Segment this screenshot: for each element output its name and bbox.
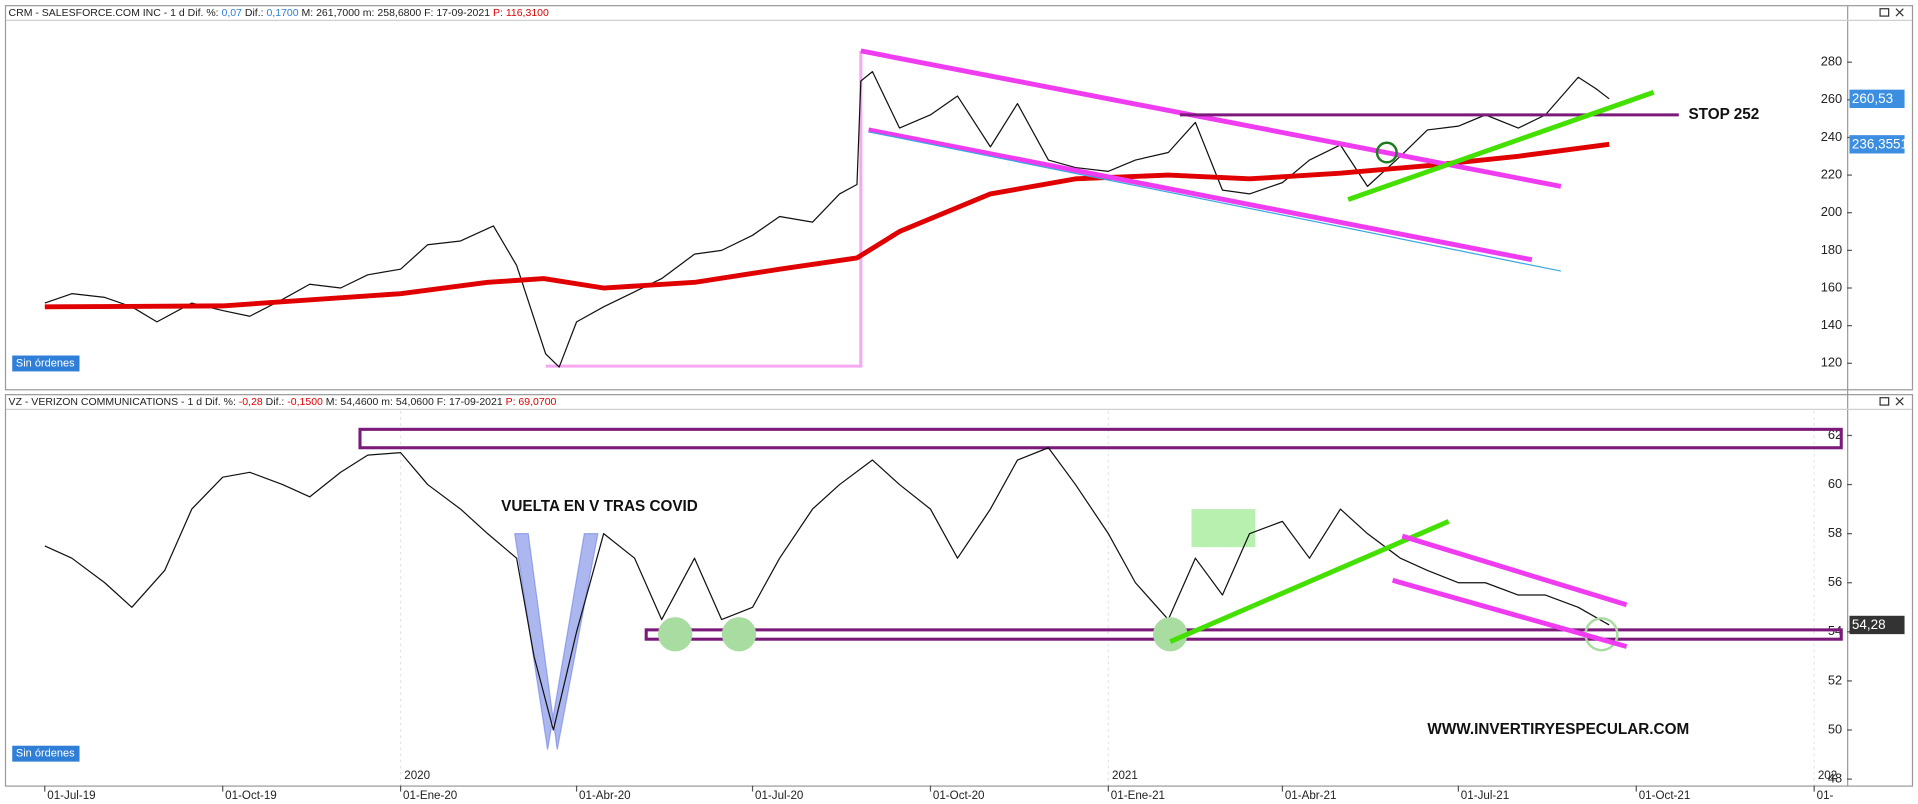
header-segment: P: 69,0700 (506, 396, 557, 408)
x-tick-label: 01-Jul-21 (1461, 789, 1509, 802)
plot-area (44, 48, 1679, 368)
pane-header: VZ - VERIZON COMMUNICATIONS - 1 d Dif. %… (9, 396, 557, 408)
header-segment: M: 261,7000 m: 258,6800 F: 17-09-2021 (299, 7, 493, 19)
trend-line (1401, 533, 1628, 608)
header-segment: M: 54,4600 m: 54,0600 F: 17-09-2021 (323, 396, 506, 408)
header-segment: 0,1700 (266, 7, 298, 19)
pane-header: CRM - SALESFORCE.COM INC - 1 d Dif. %: 0… (9, 7, 549, 19)
close-button[interactable] (1895, 8, 1904, 17)
price-label: 260,53 (1852, 91, 1893, 106)
plot-area (44, 427, 1843, 750)
y-tick-label: 280 (1821, 54, 1842, 69)
level-band (644, 628, 1843, 641)
pane-border (4, 394, 1914, 787)
x-tick-label: 01-Abr-20 (579, 789, 631, 802)
header-segment: Dif.: (263, 396, 288, 408)
y-tick-label: 48 (1828, 770, 1842, 785)
trend-line (868, 131, 1561, 272)
price-label-box (1849, 89, 1905, 108)
y-tick-label: 160 (1821, 279, 1842, 294)
y-tick-label: 56 (1828, 574, 1842, 589)
marker-circle (721, 617, 757, 652)
x-tick-label: 01-Oct-20 (933, 789, 985, 802)
maximize-button[interactable] (1879, 397, 1890, 406)
y-tick-label: 260 (1821, 91, 1842, 106)
price-label: 236,3551 (1852, 136, 1908, 151)
y-tick-label: 140 (1821, 317, 1842, 332)
close-button[interactable] (1895, 397, 1904, 406)
trend-line (1391, 577, 1628, 649)
x-tick-label: 01-Ene-21 (1111, 789, 1165, 802)
level-band (358, 427, 1843, 450)
annotation: STOP 252 (1688, 106, 1759, 123)
x-tick-label: 01-Jul-20 (755, 789, 803, 802)
status-label: Sin órdenes (16, 357, 75, 369)
year-label: 2020 (404, 769, 430, 782)
header-segment: Dif.: (242, 7, 267, 19)
header-segment: -0,28 (239, 396, 263, 408)
trend-line (868, 127, 1533, 263)
y-tick-label: 60 (1828, 476, 1842, 491)
price-line (44, 141, 1610, 310)
annotation: WWW.INVERTIRYESPECULAR.COM (1427, 721, 1689, 738)
status-badge (12, 745, 80, 762)
y-tick-label: 240 (1821, 129, 1842, 144)
x-tick-label: 01-Oct-21 (1639, 789, 1691, 802)
year-label: 2021 (1112, 769, 1138, 782)
status-badge (12, 355, 80, 372)
zone (1191, 509, 1256, 548)
price-line (44, 70, 1610, 368)
x-tick-label: 01-Abr-21 (1285, 789, 1337, 802)
y-tick-label: 200 (1821, 204, 1842, 219)
header-segment: CRM - SALESFORCE.COM INC - 1 d Dif. %: (9, 7, 222, 19)
price-label-box (1849, 135, 1905, 154)
header-segment: -0,1500 (287, 396, 323, 408)
y-tick-label: 50 (1828, 721, 1842, 736)
v-shape (513, 533, 599, 750)
pane-buttons[interactable] (1879, 8, 1904, 406)
status-label: Sin órdenes (16, 748, 75, 760)
year-label: 202 (1818, 769, 1837, 782)
y-tick-label: 220 (1821, 166, 1842, 181)
price-label: 54,28 (1852, 617, 1886, 632)
y-tick-label: 52 (1828, 672, 1842, 687)
y-tick-label: 58 (1828, 525, 1842, 540)
marker-circle (1375, 141, 1398, 164)
guide-line (545, 50, 863, 368)
x-tick-label: 01-Oct-19 (225, 789, 277, 802)
marker-circle (658, 617, 693, 652)
header-segment: 0,07 (222, 7, 243, 19)
pane-border (4, 5, 1914, 391)
trend-line (1169, 519, 1450, 644)
trend-line (1347, 89, 1655, 202)
annotation: VUELTA EN V TRAS COVID (501, 498, 698, 515)
header-segment: P: 116,3100 (493, 7, 549, 19)
header-segment: VZ - VERIZON COMMUNICATIONS - 1 d Dif. %… (9, 396, 239, 408)
maximize-button[interactable] (1879, 8, 1890, 17)
x-tick-label: 01- (1817, 789, 1834, 802)
x-tick-label: 01-Ene-20 (403, 789, 457, 802)
price-line (44, 447, 1610, 731)
price-label-box (1849, 615, 1905, 635)
x-tick-label: 01-Jul-19 (47, 789, 95, 802)
y-tick-label: 120 (1821, 355, 1842, 370)
y-tick-label: 180 (1821, 242, 1842, 257)
